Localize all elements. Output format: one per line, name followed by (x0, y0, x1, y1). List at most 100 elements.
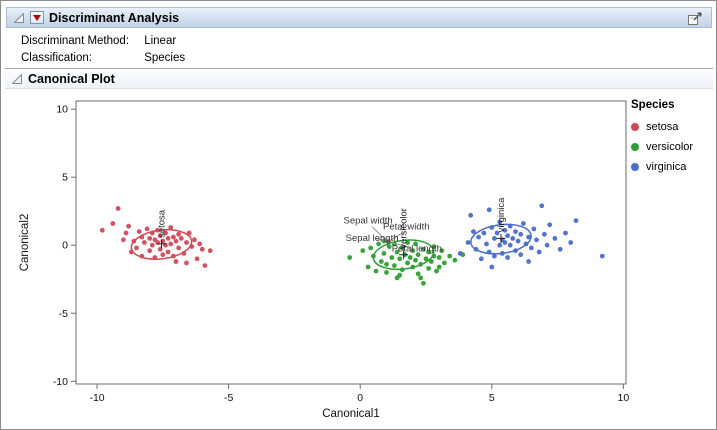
x-axis-tick-label[interactable]: 10 (618, 392, 630, 404)
scatter-point-virginica[interactable] (552, 236, 558, 241)
scatter-point-versicolor[interactable] (426, 249, 431, 255)
scatter-point-versicolor[interactable] (405, 240, 410, 245)
scatter-point-versicolor[interactable] (386, 244, 392, 250)
x-axis-tick-label[interactable]: 5 (489, 392, 495, 404)
scatter-point-versicolor[interactable] (410, 248, 416, 254)
scatter-point-setosa[interactable] (121, 237, 126, 243)
popout-window-icon[interactable] (686, 10, 704, 27)
scatter-point-virginica[interactable] (489, 264, 495, 270)
scatter-point-versicolor[interactable] (421, 280, 426, 286)
scatter-point-versicolor[interactable] (384, 270, 389, 275)
scatter-point-setosa[interactable] (126, 223, 131, 229)
scatter-point-versicolor[interactable] (378, 259, 384, 264)
scatter-point-setosa[interactable] (202, 263, 208, 268)
y-axis-tick-label[interactable]: 10 (56, 104, 68, 116)
disclosure-open-icon[interactable] (11, 73, 23, 85)
scatter-point-versicolor[interactable] (397, 272, 403, 278)
legend-item-versicolor[interactable]: versicolor (631, 137, 716, 157)
scatter-point-versicolor[interactable] (415, 252, 421, 258)
scatter-point-setosa[interactable] (136, 229, 142, 235)
scatter-point-virginica[interactable] (471, 229, 476, 235)
scatter-point-versicolor[interactable] (394, 249, 400, 255)
scatter-point-setosa[interactable] (168, 241, 174, 247)
scatter-point-versicolor[interactable] (405, 260, 410, 266)
scatter-point-virginica[interactable] (544, 242, 550, 248)
scatter-point-versicolor[interactable] (373, 268, 379, 274)
x-axis-tick-label[interactable]: -5 (224, 392, 233, 404)
scatter-point-setosa[interactable] (134, 245, 139, 251)
discriminant-analysis-header[interactable]: Discriminant Analysis (6, 7, 712, 28)
scatter-point-setosa[interactable] (144, 226, 150, 232)
scatter-point-setosa[interactable] (160, 252, 166, 258)
scatter-point-setosa[interactable] (173, 238, 179, 244)
canonical-plot-header[interactable]: Canonical Plot (5, 68, 713, 89)
scatter-point-versicolor[interactable] (347, 255, 353, 260)
y-axis-tick-label[interactable]: 5 (62, 172, 68, 184)
scatter-point-virginica[interactable] (478, 256, 484, 262)
scatter-point-setosa[interactable] (197, 241, 203, 247)
scatter-point-setosa[interactable] (184, 240, 189, 245)
scatter-point-versicolor[interactable] (418, 275, 424, 281)
scatter-point-virginica[interactable] (547, 222, 553, 228)
scatter-point-versicolor[interactable] (447, 253, 453, 259)
scatter-point-setosa[interactable] (173, 259, 179, 264)
scatter-point-versicolor[interactable] (368, 245, 374, 251)
scatter-point-virginica[interactable] (492, 253, 497, 259)
scatter-point-setosa[interactable] (192, 237, 197, 243)
scatter-point-virginica[interactable] (486, 207, 492, 213)
scatter-point-versicolor[interactable] (436, 264, 442, 270)
scatter-point-setosa[interactable] (115, 206, 121, 211)
scatter-point-setosa[interactable] (207, 248, 213, 254)
scatter-point-versicolor[interactable] (426, 266, 431, 271)
scatter-point-virginica[interactable] (476, 234, 481, 240)
scatter-point-virginica[interactable] (484, 241, 489, 247)
y-axis-title[interactable]: Canonical2 (19, 214, 31, 272)
scatter-point-setosa[interactable] (199, 246, 205, 252)
y-axis-tick-label[interactable]: -5 (59, 308, 68, 320)
scatter-point-virginica[interactable] (542, 231, 547, 237)
scatter-point-versicolor[interactable] (365, 264, 371, 270)
scatter-point-versicolor[interactable] (428, 259, 434, 264)
scatter-point-setosa[interactable] (110, 221, 116, 226)
scatter-point-versicolor[interactable] (407, 255, 413, 260)
scatter-point-versicolor[interactable] (381, 251, 387, 256)
scatter-point-virginica[interactable] (568, 240, 574, 245)
scatter-point-versicolor[interactable] (413, 257, 418, 263)
scatter-point-virginica[interactable] (497, 219, 503, 225)
scatter-point-setosa[interactable] (165, 249, 171, 255)
scatter-point-setosa[interactable] (176, 245, 182, 251)
scatter-point-virginica[interactable] (502, 227, 508, 233)
scatter-point-setosa[interactable] (194, 256, 200, 262)
scatter-point-versicolor[interactable] (436, 255, 442, 260)
scatter-point-virginica[interactable] (507, 242, 513, 248)
scatter-point-versicolor[interactable] (389, 255, 395, 260)
scatter-point-setosa[interactable] (165, 236, 171, 241)
scatter-point-virginica[interactable] (599, 253, 605, 259)
scatter-point-versicolor[interactable] (384, 261, 389, 267)
scatter-point-virginica[interactable] (468, 212, 474, 218)
scatter-point-virginica[interactable] (513, 229, 518, 235)
scatter-point-versicolor[interactable] (376, 241, 381, 247)
scatter-point-versicolor[interactable] (360, 248, 366, 254)
scatter-point-virginica[interactable] (492, 236, 497, 241)
legend-item-setosa[interactable]: setosa (631, 117, 716, 137)
scatter-point-virginica[interactable] (531, 226, 537, 232)
x-axis-tick-label[interactable]: -10 (89, 392, 104, 404)
scatter-point-versicolor[interactable] (397, 256, 403, 262)
scatter-point-virginica[interactable] (526, 234, 531, 240)
scatter-point-versicolor[interactable] (442, 260, 447, 266)
scatter-point-virginica[interactable] (557, 246, 563, 252)
scatter-point-versicolor[interactable] (439, 248, 445, 254)
scatter-point-setosa[interactable] (149, 242, 155, 248)
scatter-point-virginica[interactable] (510, 236, 516, 241)
scatter-point-virginica[interactable] (481, 230, 487, 236)
scatter-point-virginica[interactable] (497, 242, 503, 248)
scatter-point-virginica[interactable] (526, 259, 531, 264)
scatter-point-virginica[interactable] (534, 237, 539, 243)
scatter-point-setosa[interactable] (171, 234, 176, 240)
scatter-point-virginica[interactable] (518, 252, 524, 258)
scatter-point-versicolor[interactable] (423, 256, 429, 262)
scatter-point-virginica[interactable] (563, 230, 568, 236)
scatter-point-setosa[interactable] (178, 236, 184, 241)
scatter-point-virginica[interactable] (573, 218, 579, 224)
